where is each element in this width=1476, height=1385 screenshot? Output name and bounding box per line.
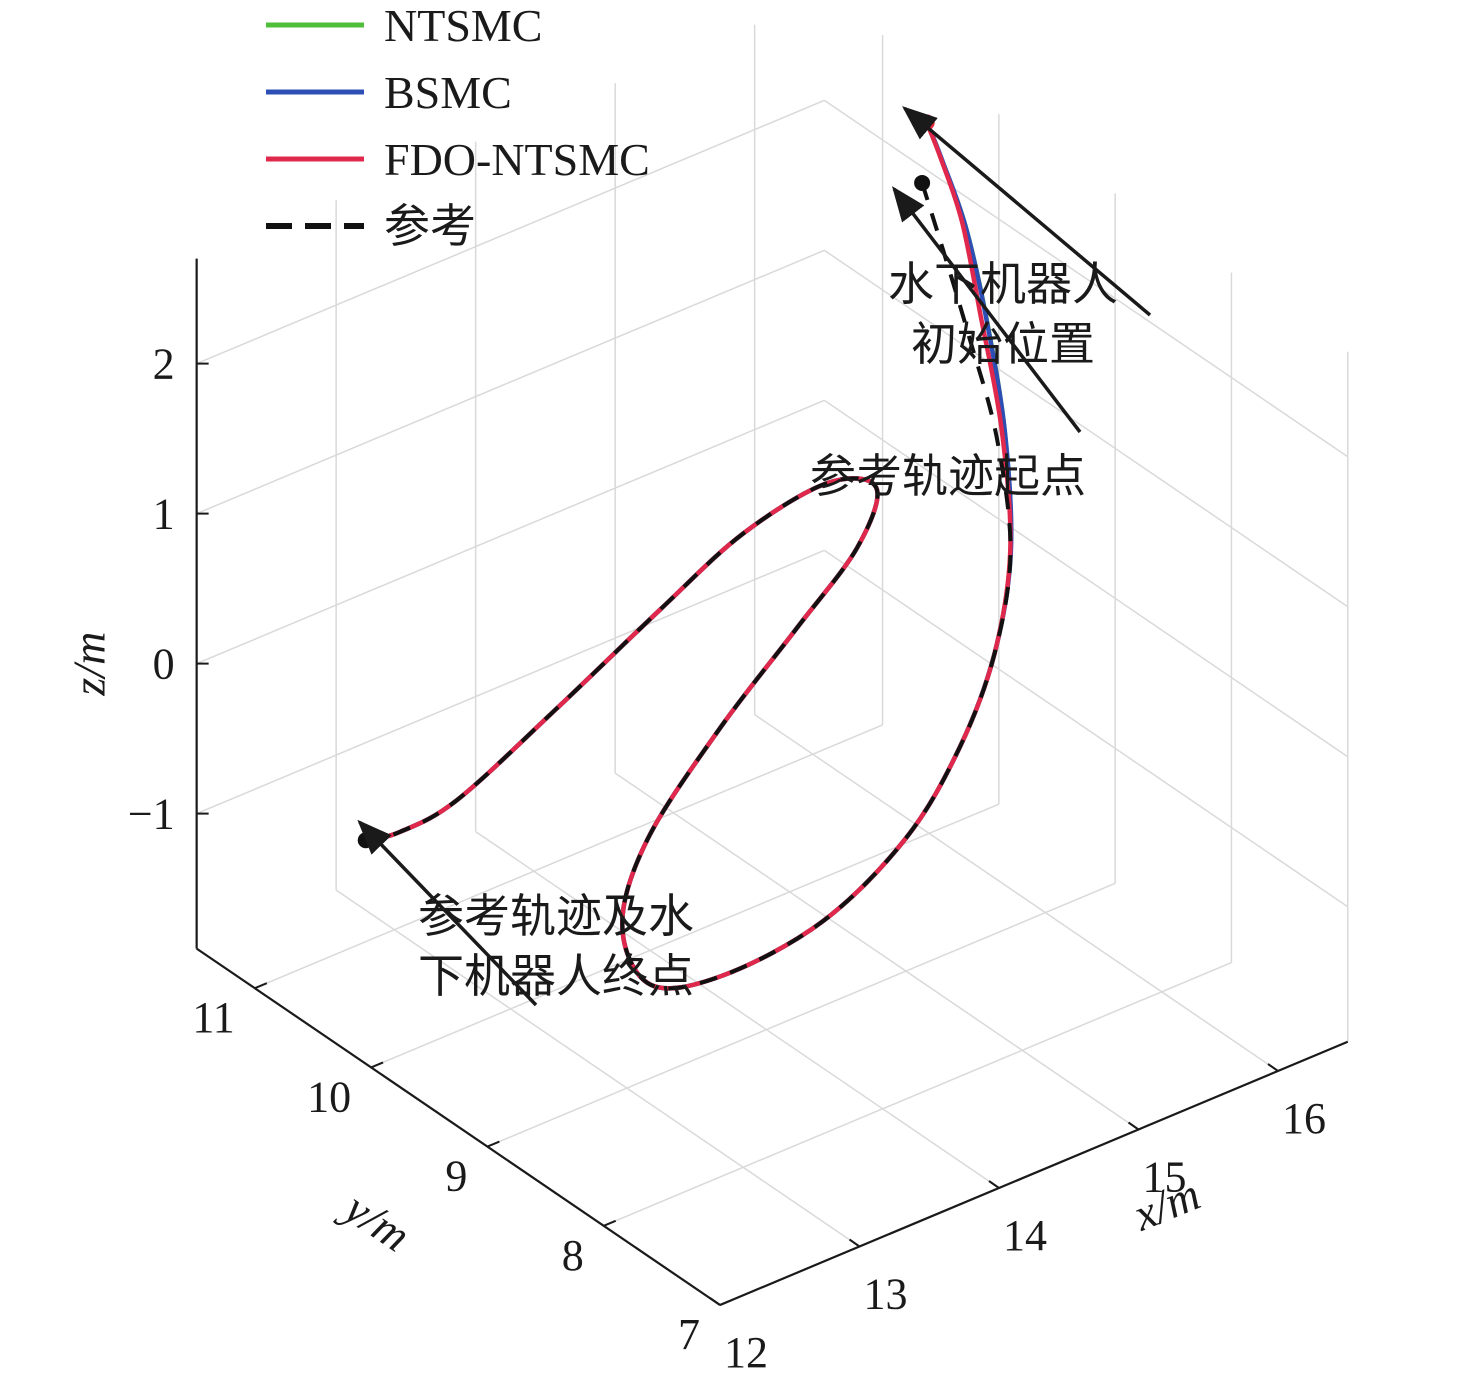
series-lines bbox=[363, 120, 1014, 991]
annotation-0-line-0: 水下机器人 bbox=[888, 259, 1118, 310]
grid-line-sidewall-z-1 bbox=[196, 399, 825, 665]
y-tick-label-3: 10 bbox=[307, 1072, 351, 1121]
grid-line-backwall-z-0 bbox=[823, 549, 1349, 908]
z-axis-label: z/m bbox=[64, 632, 115, 697]
grid-line-floor-y-1 bbox=[603, 961, 1232, 1227]
y-axis-label: y/m bbox=[333, 1180, 420, 1262]
legend: NTSMC BSMC FDO-NTSMC 参考 bbox=[266, 0, 650, 252]
z-tick-label-1: 0 bbox=[153, 640, 175, 689]
grid-line-floor-x-4 bbox=[754, 713, 1279, 1072]
grid-line-floor-y-2 bbox=[487, 882, 1116, 1148]
y-tick-mark-4 bbox=[254, 982, 268, 990]
grid bbox=[195, 24, 1349, 1306]
legend-label-2: FDO-NTSMC bbox=[384, 134, 650, 185]
y-tick-mark-3 bbox=[370, 1061, 384, 1069]
legend-label-3: 参考 bbox=[384, 201, 476, 252]
annotation-1-line-0: 参考轨迹起点 bbox=[810, 451, 1086, 502]
grid-line-floor-x-3 bbox=[614, 772, 1139, 1131]
y-tick-label-0: 7 bbox=[678, 1310, 700, 1359]
y-tick-mark-0 bbox=[719, 1299, 733, 1306]
grid-line-backwall-z-3 bbox=[823, 99, 1349, 458]
grid-line-floor-x-2 bbox=[475, 830, 1000, 1189]
series-line-3 bbox=[365, 182, 1013, 991]
x-tick-mark-3 bbox=[1127, 1121, 1140, 1131]
y-axis-line bbox=[196, 947, 721, 1306]
grid-line-sidewall-z-3 bbox=[196, 99, 825, 365]
z-tick-label-0: −1 bbox=[128, 790, 175, 839]
grid-line-floor-y-4 bbox=[254, 724, 883, 989]
annotation-2-line-0: 参考轨迹及水 bbox=[418, 891, 694, 942]
annotation-arrow-2 bbox=[357, 819, 538, 1007]
grid-line-sidewall-z-0 bbox=[196, 549, 825, 815]
x-tick-label-1: 13 bbox=[864, 1270, 908, 1319]
x-axis-line bbox=[719, 1040, 1349, 1307]
x-tick-label-0: 12 bbox=[724, 1328, 768, 1377]
annotation-0-line-1: 初始位置 bbox=[911, 319, 1095, 370]
x-tick-label-3: 15 bbox=[1143, 1153, 1187, 1202]
y-tick-label-2: 9 bbox=[445, 1152, 467, 1201]
grid-line-floor-y-3 bbox=[370, 803, 1000, 1069]
x-tick-mark-2 bbox=[988, 1180, 1000, 1189]
z-tick-label-3: 2 bbox=[153, 340, 175, 389]
grid-line-floor-x-1 bbox=[335, 889, 860, 1248]
x-axis-label: x/m bbox=[1125, 1168, 1207, 1241]
annotation-2-line-1: 下机器人终点 bbox=[418, 951, 694, 1002]
grid-line-backwall-z-1 bbox=[823, 399, 1349, 758]
x-tick-label-4: 16 bbox=[1282, 1094, 1326, 1143]
legend-label-1: BSMC bbox=[384, 67, 512, 118]
legend-label-0: NTSMC bbox=[384, 0, 542, 51]
marker-reference-start bbox=[914, 174, 931, 191]
grid-line-backwall-z-2 bbox=[823, 249, 1349, 608]
y-tick-mark-2 bbox=[487, 1140, 500, 1148]
x-tick-mark-4 bbox=[1267, 1063, 1279, 1072]
grid-line-sidewall-z-2 bbox=[196, 249, 825, 515]
annotation-arrow-0 bbox=[902, 106, 1152, 317]
y-tick-label-1: 8 bbox=[562, 1231, 584, 1280]
y-tick-label-4: 11 bbox=[192, 993, 234, 1042]
y-tick-mark-1 bbox=[603, 1219, 617, 1227]
x-tick-label-2: 14 bbox=[1003, 1211, 1047, 1260]
x-tick-mark-1 bbox=[848, 1238, 861, 1248]
x-tick-mark-0 bbox=[709, 1297, 721, 1306]
z-tick-label-2: 1 bbox=[153, 490, 175, 539]
annotation-arrow-1 bbox=[891, 186, 1082, 434]
